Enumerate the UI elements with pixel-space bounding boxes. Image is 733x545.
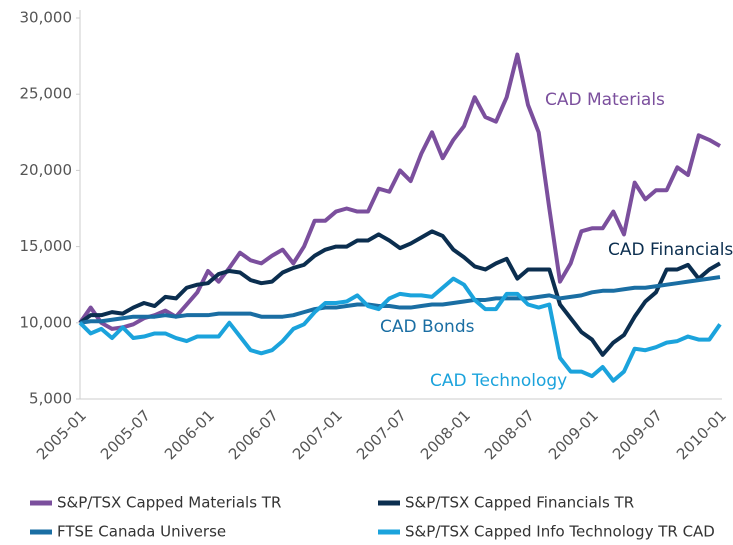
legend-label: S&P/TSX Capped Materials TR xyxy=(57,494,281,512)
legend-label: S&P/TSX Capped Info Technology TR CAD xyxy=(405,523,715,541)
series-label: CAD Technology xyxy=(430,371,567,391)
x-tick-label: 2005-07 xyxy=(97,406,154,463)
series-label: CAD Bonds xyxy=(380,317,475,337)
y-tick-label: 15,000 xyxy=(20,237,73,255)
x-tick-label: 2007-07 xyxy=(353,406,410,463)
y-tick-label: 10,000 xyxy=(20,313,73,331)
series-line xyxy=(79,275,721,325)
x-tick-label: 2009-01 xyxy=(545,406,602,463)
series-line xyxy=(78,52,721,331)
series-line xyxy=(78,276,722,383)
x-tick-label: 2008-01 xyxy=(417,406,474,463)
x-tick-label: 2006-07 xyxy=(225,406,282,463)
legend-label: FTSE Canada Universe xyxy=(57,523,226,541)
x-tick-label: 2010-01 xyxy=(673,406,730,463)
x-tick-label: 2008-07 xyxy=(481,406,538,463)
y-tick-label: 5,000 xyxy=(29,390,72,408)
legend-label: S&P/TSX Capped Financials TR xyxy=(405,494,634,512)
x-tick-label: 2006-01 xyxy=(161,406,218,463)
y-tick-label: 30,000 xyxy=(20,9,73,27)
x-tick-label: 2009-07 xyxy=(609,406,666,463)
series-label: CAD Materials xyxy=(545,90,665,110)
x-tick-label: 2007-01 xyxy=(289,406,346,463)
x-tick-label: 2005-01 xyxy=(33,406,90,463)
series-label: CAD Financials xyxy=(608,240,733,260)
y-tick-label: 25,000 xyxy=(20,85,73,103)
y-tick-label: 20,000 xyxy=(20,161,73,179)
series-line xyxy=(78,229,721,357)
